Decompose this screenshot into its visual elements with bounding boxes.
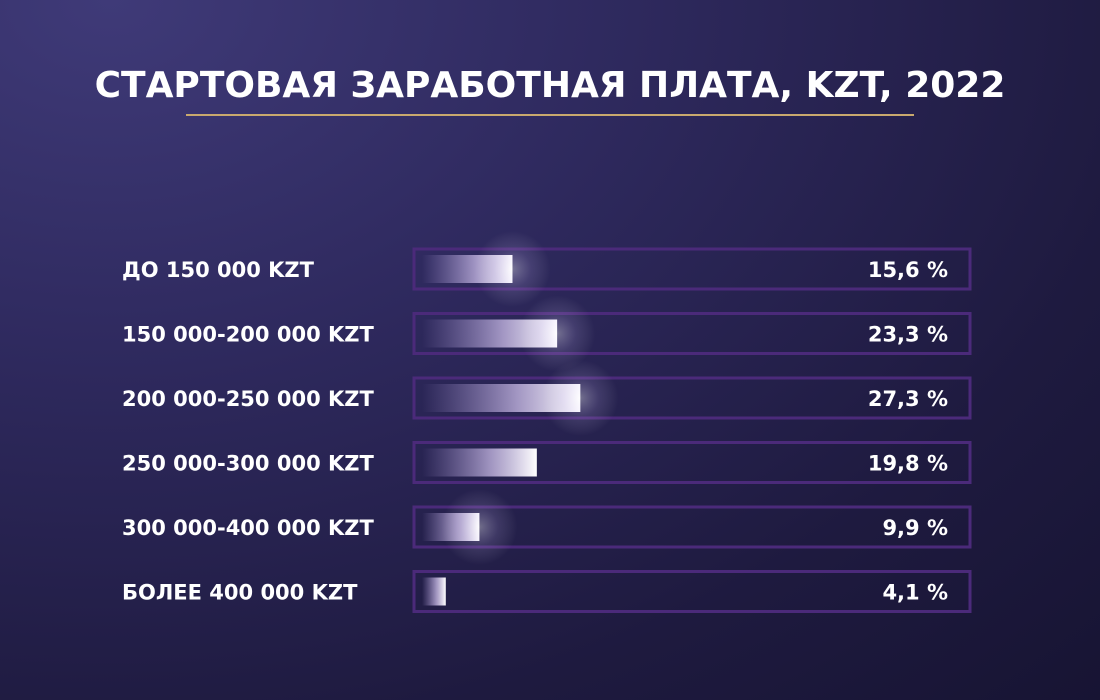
value-label: 27,3 % bbox=[868, 387, 948, 411]
bar-glow bbox=[519, 295, 596, 372]
value-label: 15,6 % bbox=[868, 258, 948, 282]
bar-track bbox=[412, 505, 972, 549]
bar-track bbox=[412, 376, 972, 420]
value-label: 23,3 % bbox=[868, 323, 948, 347]
bar-row: 250 000-300 000 KZT 19,8 % bbox=[122, 441, 972, 484]
bar bbox=[422, 448, 537, 477]
bar bbox=[422, 577, 446, 606]
bar-track bbox=[412, 570, 972, 613]
bar-row: 200 000-250 000 KZT 27,3 % bbox=[122, 360, 972, 436]
bar-glow bbox=[441, 489, 518, 565]
bar-track bbox=[412, 312, 972, 355]
bar-glow bbox=[474, 231, 551, 307]
bar-row: 300 000-400 000 KZT 9,9 % bbox=[122, 489, 972, 565]
value-label: 4,1 % bbox=[882, 581, 948, 605]
category-label: 150 000-200 000 KZT bbox=[122, 323, 374, 347]
bar-track bbox=[412, 441, 972, 484]
category-label: БОЛЕЕ 400 000 KZT bbox=[122, 581, 358, 605]
chart-title: СТАРТОВАЯ ЗАРАБОТНАЯ ПЛАТА, KZT, 2022 bbox=[95, 65, 1006, 106]
chart-rows: ДО 150 000 KZT 15,6 % 150 000-200 000 KZT 2… bbox=[122, 231, 972, 613]
category-label: 250 000-300 000 KZT bbox=[122, 452, 374, 476]
bar-row: БОЛЕЕ 400 000 KZT 4,1 % bbox=[122, 570, 972, 613]
chart-title-group: СТАРТОВАЯ ЗАРАБОТНАЯ ПЛАТА, KZT, 2022 bbox=[95, 65, 1006, 116]
category-label: 200 000-250 000 KZT bbox=[122, 387, 374, 411]
value-label: 9,9 % bbox=[882, 516, 948, 540]
bar-track bbox=[412, 247, 972, 291]
value-label: 19,8 % bbox=[868, 452, 948, 476]
bar-row: 150 000-200 000 KZT 23,3 % bbox=[122, 295, 972, 372]
category-label: ДО 150 000 KZT bbox=[122, 258, 315, 282]
category-label: 300 000-400 000 KZT bbox=[122, 516, 374, 540]
bar-row: ДО 150 000 KZT 15,6 % bbox=[122, 231, 972, 307]
bar-glow bbox=[542, 360, 619, 436]
